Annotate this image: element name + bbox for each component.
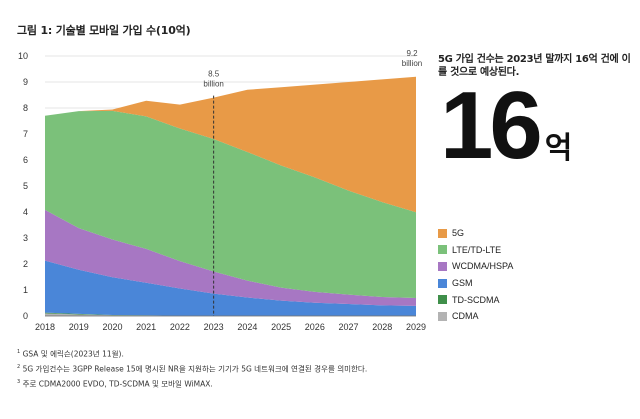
x-tick-label: 2021 <box>136 322 156 332</box>
big-number: 16 <box>440 72 543 179</box>
total-value-label: 9.2 <box>406 49 418 58</box>
y-tick-label: 3 <box>23 233 28 243</box>
total-unit-label: billion <box>203 80 223 89</box>
y-tick-label: 5 <box>23 181 28 191</box>
footnote-text: 주로 CDMA2000 EVDO, TD-SCDMA 및 모바일 WiMAX. <box>20 379 213 389</box>
legend-label: LTE/TD-LTE <box>452 244 502 255</box>
total-unit-label: billion <box>402 59 422 68</box>
legend-item-5g: 5G <box>438 225 513 242</box>
area-lte-td-lte <box>45 110 416 299</box>
legend-swatch <box>438 278 447 288</box>
y-tick-label: 7 <box>23 129 28 139</box>
legend-swatch <box>438 295 447 305</box>
footnote-text: 5G 가입건수는 3GPP Release 15에 명시된 NR을 지원하는 기… <box>20 364 368 374</box>
chart-title: 그림 1: 기술별 모바일 가입 수(10억) <box>17 24 191 37</box>
y-tick-label: 4 <box>23 207 28 217</box>
y-tick-label: 1 <box>23 285 28 295</box>
x-tick-label: 2027 <box>339 322 359 332</box>
y-tick-label: 0 <box>23 311 28 321</box>
headline-text: 5G 가입 건수는 2023년 말까지 16억 건에 이를 것으로 예상된다. <box>438 54 631 78</box>
legend-label: WCDMA/HSPA <box>452 261 514 272</box>
y-tick-label: 2 <box>23 259 28 269</box>
big-number-unit: 억 <box>544 131 573 166</box>
y-tick-label: 8 <box>23 103 28 113</box>
area-5g <box>45 76 416 213</box>
footnote-mark: 3 <box>17 379 21 385</box>
x-tick-label: 2026 <box>305 322 325 332</box>
legend-swatch <box>438 311 447 321</box>
legend-label: CDMA <box>452 311 479 322</box>
legend-swatch <box>438 261 447 271</box>
legend-item-gsm: GSM <box>438 275 513 292</box>
x-tick-label: 2020 <box>102 322 122 332</box>
legend-item-td-scdma: TD-SCDMA <box>438 291 513 308</box>
y-tick-label: 6 <box>23 155 28 165</box>
y-tick-label: 9 <box>23 77 28 87</box>
footnotes: 1 GSA 및 에릭슨(2023년 11월). 2 5G 가입건수는 3GPP R… <box>17 346 367 391</box>
legend-item-cdma: CDMA <box>438 308 513 325</box>
footnote: 1 GSA 및 에릭슨(2023년 11월). <box>17 346 367 361</box>
legend: 5G LTE/TD-LTE WCDMA/HSPA GSM TD-SCDMA CDMA <box>438 225 513 325</box>
legend-swatch <box>438 228 447 238</box>
x-tick-label: 2025 <box>271 322 291 332</box>
area-gsm <box>45 260 416 316</box>
series-areas <box>45 76 416 316</box>
footnote-mark: 2 <box>17 364 21 370</box>
x-tick-label: 2028 <box>372 322 392 332</box>
legend-label: TD-SCDMA <box>452 294 500 305</box>
footnote-text: GSA 및 에릭슨(2023년 11월). <box>20 349 124 359</box>
axes: 0 1 2 3 4 5 6 7 8 9 10 2018 2019 2020 2021 2022 2023 2024… <box>18 51 426 332</box>
x-tick-label: 2018 <box>35 322 55 332</box>
y-tick-label: 10 <box>18 51 28 61</box>
legend-item-wcdma-hspa: WCDMA/HSPA <box>438 258 513 275</box>
x-tick-label: 2022 <box>170 322 190 332</box>
footnote: 3 주로 CDMA2000 EVDO, TD-SCDMA 및 모바일 WiMAX… <box>17 376 367 391</box>
total-value-label: 8.5 <box>208 70 220 79</box>
big-number-callout: 16 억 <box>440 78 572 197</box>
x-tick-label: 2019 <box>69 322 89 332</box>
x-tick-label: 2024 <box>237 322 257 332</box>
footnote-mark: 1 <box>17 349 21 355</box>
area-wcdma-hspa <box>45 209 416 306</box>
legend-item-lte-td-lte: LTE/TD-LTE <box>438 242 513 259</box>
footnote: 2 5G 가입건수는 3GPP Release 15에 명시된 NR을 지원하는… <box>17 361 367 376</box>
legend-label: GSM <box>452 278 473 289</box>
x-tick-label: 2029 <box>406 322 426 332</box>
legend-swatch <box>438 245 447 255</box>
x-tick-label: 2023 <box>204 322 224 332</box>
legend-label: 5G <box>452 228 465 239</box>
